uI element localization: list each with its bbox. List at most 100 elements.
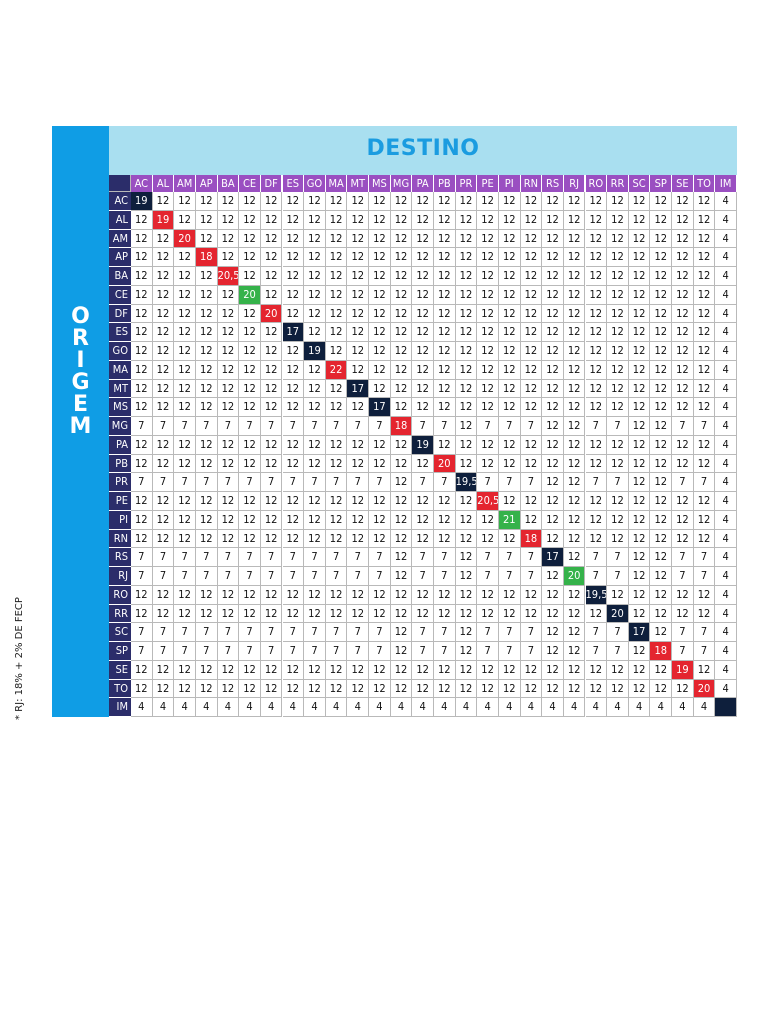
origin-header-ap: AP [109, 248, 131, 267]
rate-cell: 7 [607, 567, 629, 586]
rate-cell: 12 [412, 604, 434, 624]
rate-cell: 4 [390, 698, 413, 717]
rate-cell: 4 [282, 698, 305, 717]
rate-cell: 12 [628, 285, 651, 305]
rate-cell: 12 [174, 529, 196, 549]
rate-cell: 7 [434, 567, 456, 586]
rate-cell: 12 [412, 679, 434, 699]
rate-cell: 12 [520, 679, 543, 699]
rate-cell: 7 [325, 642, 348, 661]
rate-cell: 12 [477, 510, 499, 530]
rate-cell: 12 [260, 192, 283, 211]
rate-cell: 12 [412, 585, 434, 605]
origin-header-ac: AC [109, 192, 131, 211]
rate-cell: 12 [131, 210, 153, 230]
rate-cell: 12 [195, 379, 218, 399]
rate-cell: 7 [585, 473, 608, 492]
rate-cell: 12 [607, 529, 629, 549]
rate-cell-internal: 18 [650, 642, 673, 661]
rate-cell: 12 [174, 267, 196, 286]
rate-cell: 12 [174, 510, 196, 530]
rate-cell: 12 [672, 454, 694, 474]
origin-header-al: AL [109, 210, 131, 230]
rate-cell: 12 [477, 435, 499, 455]
rate-cell: 12 [542, 623, 564, 642]
rate-cell: 4 [715, 248, 737, 267]
rate-cell: 12 [672, 210, 694, 230]
rate-cell: 7 [239, 642, 261, 661]
rate-cell: 12 [455, 304, 478, 324]
rate-cell: 7 [369, 473, 391, 492]
destination-header-rr: RR [607, 175, 629, 192]
rate-cell: 12 [477, 267, 499, 286]
rate-cell: 12 [369, 210, 391, 230]
destination-header-ap: AP [195, 175, 218, 192]
rate-cell: 7 [325, 417, 348, 436]
rate-cell: 12 [304, 492, 326, 511]
rate-cell: 4 [628, 698, 651, 717]
rate-cell: 12 [585, 304, 608, 324]
rate-cell: 12 [282, 267, 305, 286]
rate-cell: 12 [239, 379, 261, 399]
rate-cell: 12 [304, 529, 326, 549]
rate-cell: 12 [325, 210, 348, 230]
rate-cell: 4 [715, 304, 737, 324]
rate-cell: 7 [347, 642, 370, 661]
rate-cell: 12 [498, 585, 521, 605]
destination-header-ce: CE [239, 175, 261, 192]
rate-cell: 12 [650, 285, 673, 305]
origem-letter: G [71, 370, 90, 395]
rate-cell: 4 [715, 679, 737, 699]
rate-cell: 7 [412, 642, 434, 661]
rate-cell: 12 [282, 229, 305, 249]
rate-cell: 12 [672, 510, 694, 530]
rate-cell: 12 [650, 192, 673, 211]
rate-cell: 7 [477, 567, 499, 586]
rate-cell: 12 [498, 323, 521, 342]
rate-cell: 7 [693, 567, 716, 586]
destination-header-am: AM [174, 175, 196, 192]
rate-cell: 12 [195, 360, 218, 380]
rate-cell: 4 [715, 642, 737, 661]
rate-cell: 12 [607, 248, 629, 267]
rate-cell: 12 [239, 229, 261, 249]
rate-cell: 12 [195, 510, 218, 530]
rate-cell: 4 [672, 698, 694, 717]
rate-cell: 12 [563, 529, 586, 549]
rate-cell: 12 [325, 304, 348, 324]
rate-cell: 12 [542, 585, 564, 605]
origin-header-sc: SC [109, 623, 131, 642]
rate-cell: 12 [455, 642, 478, 661]
rate-cell: 12 [607, 229, 629, 249]
rate-cell: 12 [195, 529, 218, 549]
rate-cell: 12 [195, 492, 218, 511]
rate-cell: 12 [217, 379, 240, 399]
rate-cell: 12 [239, 210, 261, 230]
rate-cell: 12 [152, 660, 175, 680]
rate-cell: 7 [260, 417, 283, 436]
rate-cell: 12 [369, 492, 391, 511]
rate-cell: 7 [239, 548, 261, 567]
rate-cell: 12 [563, 604, 586, 624]
rate-cell: 12 [693, 210, 716, 230]
rate-cell: 4 [174, 698, 196, 717]
rate-cell: 12 [260, 529, 283, 549]
rate-cell: 12 [455, 229, 478, 249]
rate-cell: 12 [628, 229, 651, 249]
rate-cell: 12 [563, 417, 586, 436]
rate-cell: 12 [542, 642, 564, 661]
icms-rate-matrix: AC AL AM AP BA CE DF ES GO MA MT MS MG PA PB PR PE PI RN RS… [109, 175, 737, 717]
rate-cell: 12 [131, 604, 153, 624]
rate-cell: 12 [217, 210, 240, 230]
rate-cell: 12 [693, 510, 716, 530]
rate-cell: 7 [520, 417, 543, 436]
rate-cell: 12 [672, 529, 694, 549]
rate-cell: 12 [174, 285, 196, 305]
rate-cell: 12 [520, 660, 543, 680]
rate-cell: 7 [152, 623, 175, 642]
origin-header-to: TO [109, 679, 131, 699]
rate-cell: 12 [369, 510, 391, 530]
rate-cell: 12 [607, 192, 629, 211]
rate-cell: 12 [260, 585, 283, 605]
